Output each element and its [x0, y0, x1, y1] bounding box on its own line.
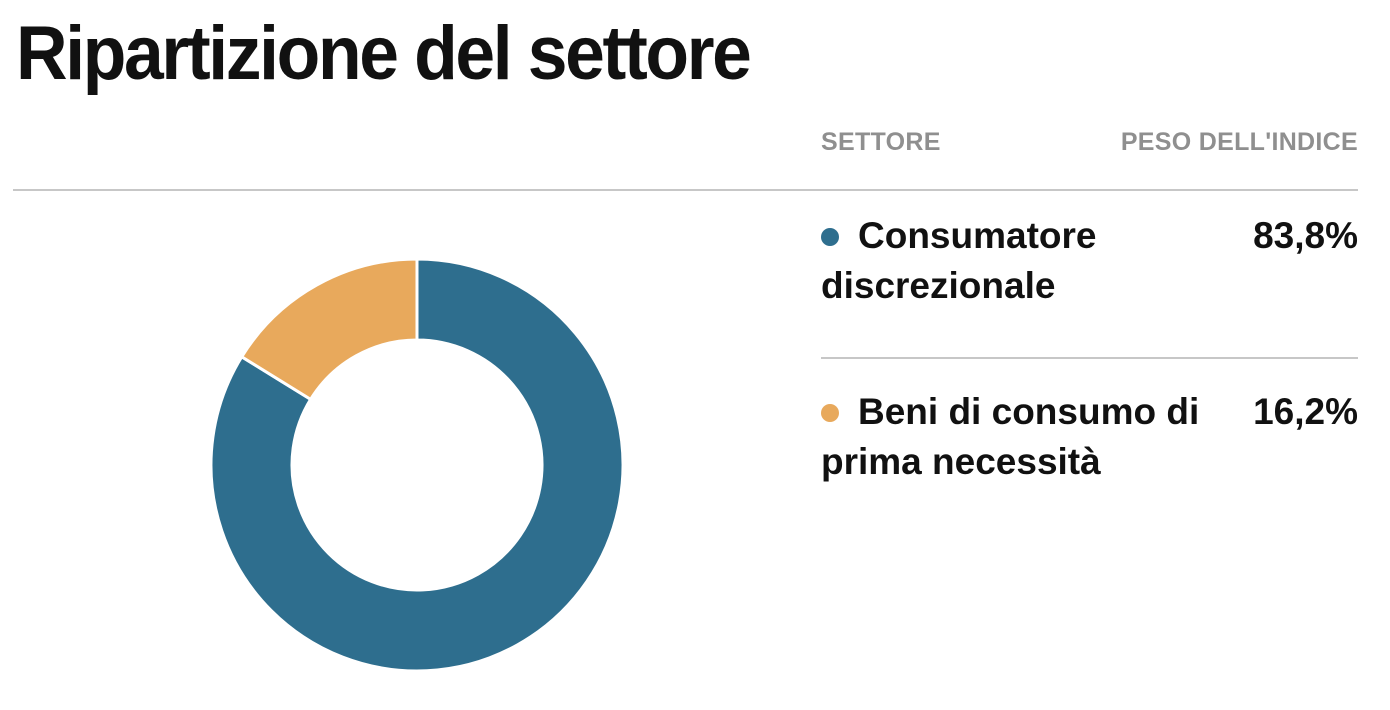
row-label-consumatore-discrezionale: Consumatore discrezionale — [821, 215, 1097, 306]
donut-segment-1[interactable] — [239, 257, 419, 402]
donut-chart — [207, 255, 627, 675]
row-label-beni-di-consumo: Beni di consumo di prima necessità — [821, 391, 1200, 482]
column-header-weight: PESO DELL'INDICE — [1120, 128, 1358, 156]
header-divider — [13, 189, 1358, 191]
row-divider — [821, 357, 1358, 359]
legend-dot-consumatore-discrezionale — [821, 228, 839, 246]
table-header: SETTORE PESO DELL'INDICE — [821, 128, 1358, 157]
row-value-beni-di-consumo: 16,2% — [1253, 391, 1358, 432]
donut-segment-0[interactable] — [209, 257, 625, 673]
row-value-consumatore-discrezionale: 83,8% — [1253, 215, 1358, 256]
page-title: Ripartizione del settore — [16, 11, 752, 96]
column-header-sector: SETTORE — [821, 128, 941, 156]
legend-dot-beni-di-consumo — [821, 404, 839, 422]
table-row: Consumatore discrezionale — [821, 211, 1221, 311]
table-row: Beni di consumo di prima necessità — [821, 387, 1221, 487]
donut-chart-svg — [209, 257, 625, 673]
